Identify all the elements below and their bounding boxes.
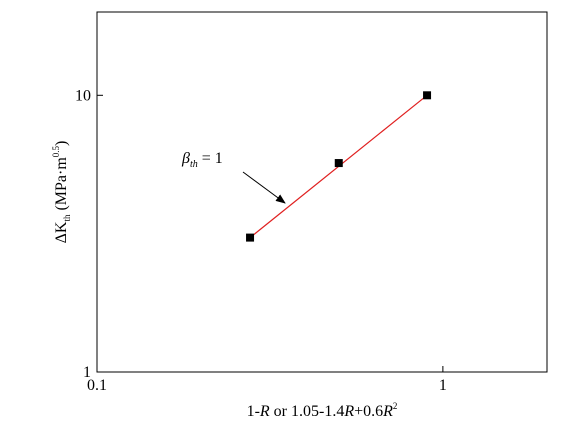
x-tick-label: 1 — [439, 377, 447, 394]
y-tick-label: 10 — [75, 87, 91, 104]
x-axis-label: 1-R or 1.05-1.4R+0.6R2 — [247, 401, 398, 420]
data-point — [246, 233, 255, 242]
data-point — [423, 91, 432, 100]
data-point — [334, 159, 343, 168]
x-tick-label: 0.1 — [87, 377, 107, 394]
annotation-arrow — [242, 171, 286, 204]
y-tick-label: 1 — [83, 364, 91, 381]
annotation: βth = 1 — [181, 150, 223, 170]
plot-frame — [96, 11, 548, 373]
y-axis-label: ΔKth (MPa·m0.5) — [51, 141, 72, 244]
